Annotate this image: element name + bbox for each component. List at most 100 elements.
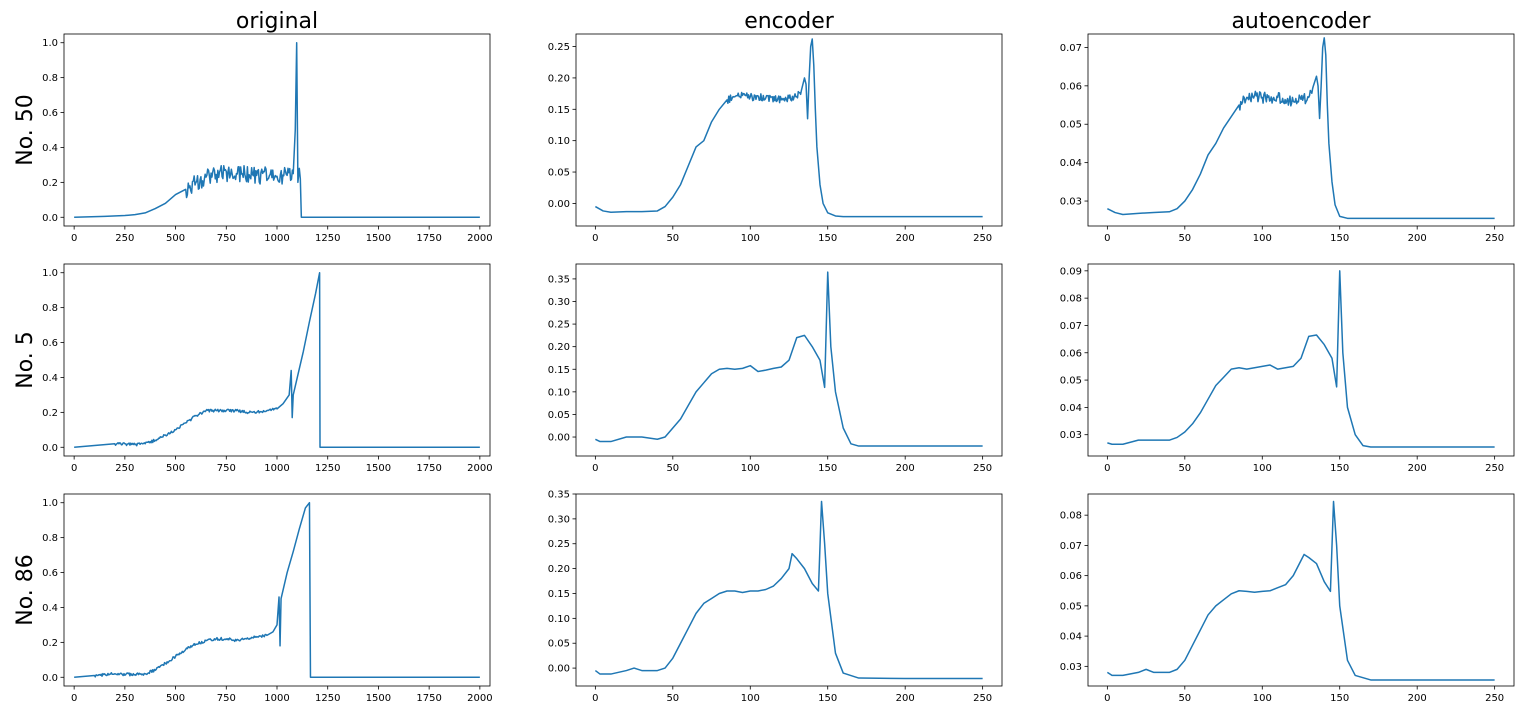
x-tick-label: 500 [166, 463, 185, 474]
x-tick-label: 0 [592, 233, 598, 244]
subplot-no-86-original: 0 250 500 750 1000 1250 1500 1750 2000 0.0 0.2 0.4 0… [42, 493, 493, 704]
x-tick-label: 0 [1104, 463, 1110, 474]
y-tick-label: 0.25 [548, 539, 570, 550]
y-tick-label: 0.03 [1060, 662, 1082, 673]
y-tick-label: 0.08 [1060, 294, 1082, 305]
series-line-no-5-autoencoder [1107, 270, 1495, 448]
x-tick-label: 150 [1330, 233, 1349, 244]
axes-frame-no-50-original [63, 33, 491, 227]
y-tick-label: 0.05 [1060, 120, 1082, 131]
y-tick-label: 1.0 [42, 268, 58, 279]
x-tick-label: 0 [71, 693, 77, 704]
x-tick-label: 0 [592, 463, 598, 474]
x-tick-label: 250 [973, 463, 992, 474]
y-tick-label: 0.4 [42, 603, 58, 614]
y-tick-label: 0.35 [548, 490, 570, 501]
axes-frame-no-5-encoder [575, 263, 1003, 457]
y-tick-label: 0.06 [1060, 81, 1082, 92]
y-tick-label: 0.0 [42, 213, 58, 224]
x-tick-label: 500 [166, 693, 185, 704]
series-line-no-5-original [74, 271, 480, 449]
x-tick-label: 250 [1485, 233, 1504, 244]
axes-frame-no-5-autoencoder [1087, 263, 1515, 457]
x-tick-label: 1750 [416, 463, 441, 474]
y-tick-label: 1.0 [42, 38, 58, 49]
x-tick-label: 150 [818, 693, 837, 704]
y-tick-label: 0.07 [1060, 541, 1082, 552]
x-tick-label: 250 [1485, 693, 1504, 704]
x-tick-label: 150 [818, 233, 837, 244]
y-tick-label: 0.15 [548, 365, 570, 376]
x-tick-label: 1250 [315, 463, 340, 474]
x-tick-label: 250 [115, 693, 134, 704]
x-tick-label: 200 [896, 233, 915, 244]
y-tick-label: 0.6 [42, 338, 58, 349]
x-tick-label: 750 [217, 463, 236, 474]
axes-frame-no-86-original [63, 493, 491, 687]
series-line-no-5-encoder [595, 271, 983, 447]
x-tick-label: 100 [1253, 463, 1272, 474]
row-label-no-86: No. 86 [13, 554, 38, 626]
x-tick-label: 100 [1253, 233, 1272, 244]
y-tick-label: 0.35 [548, 274, 570, 285]
y-tick-label: 0.08 [1060, 511, 1082, 522]
x-tick-label: 250 [973, 693, 992, 704]
y-tick-label: 0.2 [42, 408, 58, 419]
x-tick-label: 500 [166, 233, 185, 244]
series-line-no-50-original [74, 41, 480, 219]
axes-frame-no-50-autoencoder [1087, 33, 1515, 227]
y-tick-label: 0.0 [42, 443, 58, 454]
y-tick-label: 0.07 [1060, 43, 1082, 54]
y-tick-label: 0.20 [548, 73, 570, 84]
x-tick-label: 1000 [264, 693, 289, 704]
y-tick-label: 0.05 [548, 639, 570, 650]
row-label-no-5: No. 5 [13, 331, 38, 389]
x-tick-label: 100 [741, 233, 760, 244]
x-tick-label: 50 [666, 693, 679, 704]
x-tick-label: 200 [896, 463, 915, 474]
y-tick-label: 0.00 [548, 664, 570, 675]
y-tick-label: 0.07 [1060, 321, 1082, 332]
x-tick-label: 200 [1408, 693, 1427, 704]
y-tick-label: 0.15 [548, 105, 570, 116]
y-tick-label: 0.20 [548, 564, 570, 575]
x-tick-label: 150 [1330, 693, 1349, 704]
x-tick-label: 150 [818, 463, 837, 474]
y-tick-label: 0.03 [1060, 197, 1082, 208]
x-tick-label: 250 [973, 233, 992, 244]
x-tick-label: 0 [71, 463, 77, 474]
subplot-no-50-original: 0 250 500 750 1000 1250 1500 1750 2000 0.0 0.2 0.4 0… [42, 33, 493, 244]
y-tick-label: 0.8 [42, 303, 58, 314]
series-line-no-86-original [74, 501, 480, 679]
series-line-no-86-autoencoder [1106, 500, 1495, 681]
subplot-no-50-encoder: 0 50 100 150 200 250 0.00 0.05 0.10 0.15 0.20 0.25 [548, 33, 1003, 244]
x-tick-label: 0 [71, 233, 77, 244]
y-tick-label: 0.30 [548, 297, 570, 308]
y-tick-label: 0.04 [1060, 403, 1082, 414]
y-tick-label: 0.8 [42, 73, 58, 84]
axes-frame-no-50-encoder [575, 33, 1003, 227]
y-tick-label: 0.05 [548, 168, 570, 179]
subplot-no-5-encoder: 0 50 100 150 200 250 0.00 0.05 0.10 0.15 0.20 0.25 0… [548, 263, 1003, 474]
x-tick-label: 200 [1408, 463, 1427, 474]
y-tick-label: 0.30 [548, 514, 570, 525]
x-tick-label: 750 [217, 693, 236, 704]
subplot-no-86-autoencoder: 0 50 100 150 200 250 0.03 0.04 0.05 0.06 0.07 0.08 [1060, 493, 1515, 704]
x-tick-label: 0 [592, 693, 598, 704]
x-tick-label: 50 [666, 233, 679, 244]
subplot-no-5-original: 0 250 500 750 1000 1250 1500 1750 2000 0.0 0.2 0.4 0… [42, 263, 493, 474]
series-line-no-50-autoencoder [1107, 37, 1495, 220]
x-tick-label: 50 [666, 463, 679, 474]
x-tick-label: 150 [1330, 463, 1349, 474]
y-tick-label: 1.0 [42, 498, 58, 509]
subplot-no-50-autoencoder: 0 50 100 150 200 250 0.03 0.04 0.05 0.06 0.07 [1060, 33, 1515, 244]
x-tick-label: 0 [1104, 233, 1110, 244]
y-tick-label: 0.6 [42, 108, 58, 119]
x-tick-label: 1000 [264, 233, 289, 244]
y-tick-label: 0.4 [42, 373, 58, 384]
x-tick-label: 2000 [467, 693, 492, 704]
y-tick-label: 0.15 [548, 589, 570, 600]
x-tick-label: 100 [741, 693, 760, 704]
subplot-no-86-encoder: 0 50 100 150 200 250 0.00 0.05 0.10 0.15 0.20 0.25 0… [548, 490, 1003, 704]
y-tick-label: 0.00 [548, 433, 570, 444]
